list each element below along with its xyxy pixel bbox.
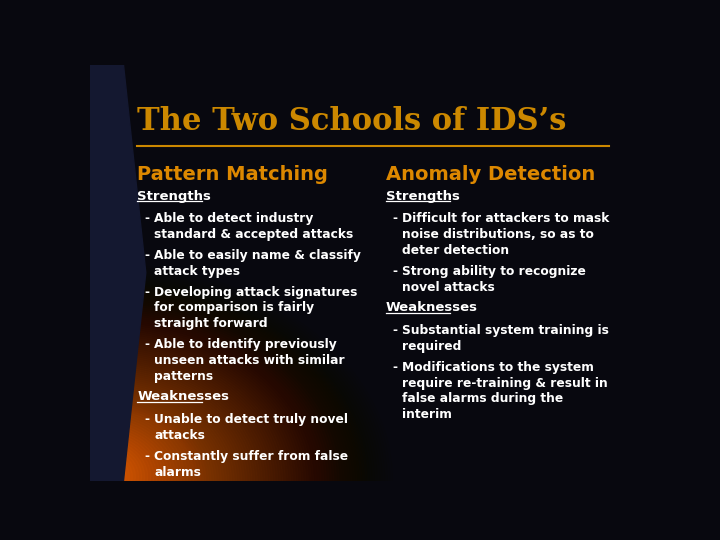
Text: Able to detect industry: Able to detect industry bbox=[154, 212, 313, 225]
Text: Strengths: Strengths bbox=[386, 190, 459, 202]
Text: Unable to detect truly novel: Unable to detect truly novel bbox=[154, 413, 348, 426]
Circle shape bbox=[65, 454, 126, 500]
Circle shape bbox=[31, 428, 160, 524]
Text: Weaknesses: Weaknesses bbox=[386, 301, 478, 314]
Circle shape bbox=[37, 433, 154, 520]
Circle shape bbox=[59, 449, 132, 504]
Circle shape bbox=[62, 451, 130, 502]
Text: Difficult for attackers to mask: Difficult for attackers to mask bbox=[402, 212, 610, 225]
Circle shape bbox=[50, 442, 142, 511]
Circle shape bbox=[55, 447, 135, 506]
Circle shape bbox=[92, 474, 99, 479]
Circle shape bbox=[77, 463, 114, 490]
Text: Substantial system training is: Substantial system training is bbox=[402, 324, 609, 338]
Circle shape bbox=[89, 472, 102, 481]
Text: Strong ability to recognize: Strong ability to recognize bbox=[402, 265, 586, 278]
Text: required: required bbox=[402, 340, 462, 353]
Text: -: - bbox=[144, 450, 149, 463]
Text: deter detection: deter detection bbox=[402, 244, 510, 257]
Text: standard & accepted attacks: standard & accepted attacks bbox=[154, 228, 354, 241]
Text: Anomaly Detection: Anomaly Detection bbox=[386, 165, 595, 184]
Text: Constantly suffer from false: Constantly suffer from false bbox=[154, 450, 348, 463]
Text: false alarms during the: false alarms during the bbox=[402, 393, 564, 406]
Text: unseen attacks with similar: unseen attacks with similar bbox=[154, 354, 345, 367]
Text: Developing attack signatures: Developing attack signatures bbox=[154, 286, 358, 299]
Text: noise distributions, so as to: noise distributions, so as to bbox=[402, 228, 594, 241]
Text: -: - bbox=[144, 249, 149, 262]
Circle shape bbox=[86, 470, 105, 483]
Text: -: - bbox=[144, 286, 149, 299]
Circle shape bbox=[47, 440, 145, 513]
Text: The Two Schools of IDS’s: The Two Schools of IDS’s bbox=[138, 106, 567, 137]
Text: patterns: patterns bbox=[154, 369, 213, 382]
Text: Able to identify previously: Able to identify previously bbox=[154, 338, 337, 351]
Text: Able to easily name & classify: Able to easily name & classify bbox=[154, 249, 361, 262]
Circle shape bbox=[80, 465, 111, 488]
Text: Modifications to the system: Modifications to the system bbox=[402, 361, 594, 374]
Text: attacks: attacks bbox=[154, 429, 205, 442]
Text: -: - bbox=[144, 413, 149, 426]
Text: straight forward: straight forward bbox=[154, 317, 268, 330]
Polygon shape bbox=[90, 65, 145, 481]
Text: require re-training & result in: require re-training & result in bbox=[402, 377, 608, 390]
Circle shape bbox=[71, 458, 120, 495]
Text: Strengths: Strengths bbox=[138, 190, 211, 202]
Circle shape bbox=[53, 444, 138, 509]
Text: -: - bbox=[392, 212, 397, 225]
Circle shape bbox=[68, 456, 123, 497]
Circle shape bbox=[34, 431, 157, 522]
Circle shape bbox=[43, 437, 148, 515]
Text: -: - bbox=[144, 338, 149, 351]
Text: attack types: attack types bbox=[154, 265, 240, 278]
Circle shape bbox=[74, 461, 117, 492]
Text: Pattern Matching: Pattern Matching bbox=[138, 165, 328, 184]
Text: alarms: alarms bbox=[154, 465, 201, 478]
Text: interim: interim bbox=[402, 408, 452, 421]
Text: -: - bbox=[392, 324, 397, 338]
Text: for comparison is fairly: for comparison is fairly bbox=[154, 301, 315, 314]
Text: -: - bbox=[144, 212, 149, 225]
Circle shape bbox=[84, 467, 108, 485]
Text: Weaknesses: Weaknesses bbox=[138, 390, 230, 403]
Text: novel attacks: novel attacks bbox=[402, 281, 495, 294]
Text: -: - bbox=[392, 265, 397, 278]
Circle shape bbox=[40, 435, 150, 518]
Text: -: - bbox=[392, 361, 397, 374]
